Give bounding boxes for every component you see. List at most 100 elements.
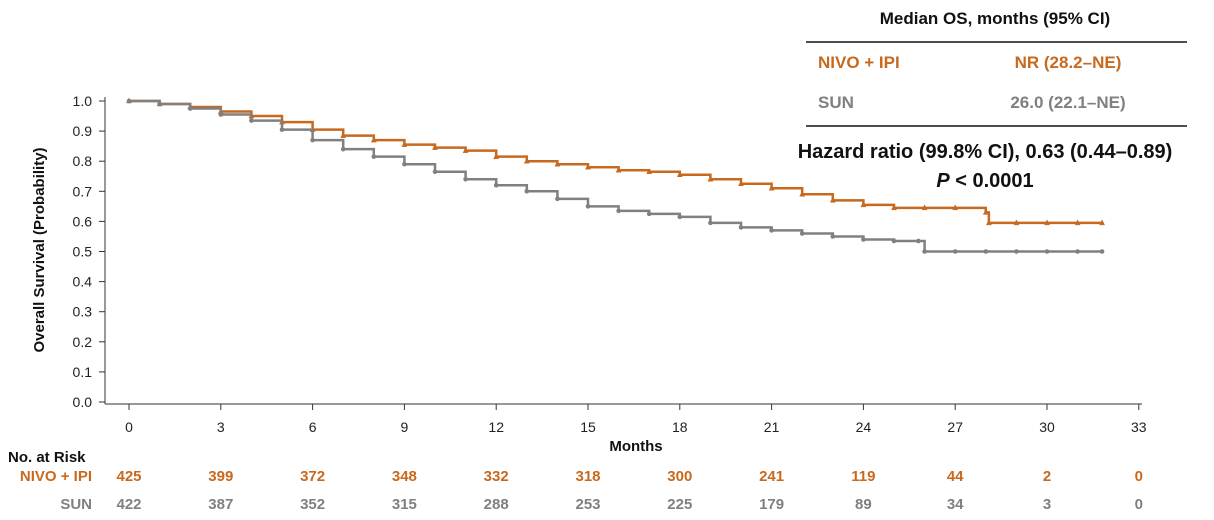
censor-mark-nivo-ipi — [768, 184, 775, 191]
censor-mark-sun — [1075, 249, 1080, 254]
x-tick-label: 6 — [309, 419, 317, 435]
risk-number-nivo-ipi: 332 — [484, 468, 509, 485]
censor-mark-sun — [126, 98, 132, 104]
censor-mark-sun — [1099, 249, 1105, 254]
x-tick-label: 9 — [401, 419, 409, 435]
censor-mark-sun — [371, 154, 377, 159]
censor-mark-nivo-ipi — [1099, 219, 1105, 226]
risk-number-nivo-ipi: 2 — [1043, 468, 1051, 485]
censor-mark-nivo-ipi — [676, 171, 683, 177]
censor-mark-nivo-ipi — [891, 204, 897, 211]
x-tick-label: 15 — [580, 419, 596, 435]
censor-mark-sun — [585, 204, 591, 209]
risk-number-sun: 225 — [667, 496, 692, 513]
y-tick-label: 0.0 — [73, 394, 93, 410]
censor-mark-nivo-ipi — [921, 204, 928, 211]
censor-mark-nivo-ipi — [952, 204, 959, 211]
risk-numbers: 425 399 372 348 332 318 300 241 119 44 2 0 422 387 352… — [116, 468, 1142, 513]
censor-mark-sun — [1014, 249, 1019, 254]
risk-table-title: No. at Risk — [8, 449, 86, 466]
risk-number-sun: 3 — [1043, 496, 1051, 513]
y-tick-label: 0.7 — [73, 183, 93, 199]
censor-mark-nivo-ipi — [615, 166, 622, 173]
censor-mark-nivo-ipi — [860, 201, 867, 208]
censor-mark-nivo-ipi — [432, 144, 438, 150]
censor-mark-sun — [922, 249, 927, 254]
censor-mark-nivo-ipi — [554, 160, 561, 167]
censor-mark-nivo-ipi — [646, 168, 653, 174]
censor-mark-sun — [187, 106, 193, 111]
censor-mark-sun — [524, 189, 530, 194]
p-symbol: P — [936, 170, 950, 192]
y-tick-label: 0.3 — [73, 304, 93, 320]
y-tick-label: 0.9 — [73, 123, 93, 139]
risk-number-sun: 315 — [392, 496, 417, 513]
censor-mark-sun — [769, 228, 774, 233]
censor-mark-nivo-ipi — [1044, 219, 1050, 226]
legend-table: Median OS, months (95% CI) NIVO + IPI NR… — [806, 9, 1187, 127]
legend-value-nivo-ipi: NR (28.2–NE) — [1015, 53, 1122, 72]
censor-mark-nivo-ipi — [585, 163, 591, 170]
censor-mark-nivo-ipi — [401, 141, 408, 147]
censor-mark-nivo-ipi — [340, 132, 347, 138]
x-axis-title: Months — [609, 438, 662, 455]
censor-mark-nivo-ipi — [462, 147, 469, 153]
censor-mark-sun — [916, 238, 921, 244]
censor-mark-sun — [279, 127, 285, 132]
y-tick-label: 0.5 — [73, 244, 93, 260]
censor-mark-sun — [432, 169, 438, 175]
risk-number-nivo-ipi: 372 — [300, 468, 325, 485]
y-tick-label: 1.0 — [73, 93, 93, 109]
risk-number-nivo-ipi: 348 — [392, 468, 417, 485]
x-tick-label: 12 — [488, 419, 504, 435]
censor-mark-sun — [799, 231, 805, 236]
censor-mark-nivo-ipi — [707, 175, 714, 182]
censor-mark-nivo-ipi — [799, 190, 806, 197]
risk-number-nivo-ipi: 44 — [947, 468, 964, 485]
p-value: < 0.0001 — [950, 170, 1034, 192]
legend-value-sun: 26.0 (22.1–NE) — [1010, 93, 1125, 112]
y-tick-label: 0.4 — [73, 274, 93, 290]
risk-number-nivo-ipi: 425 — [116, 468, 141, 485]
censor-mark-nivo-ipi — [1074, 219, 1081, 226]
y-tick-label: 0.8 — [73, 153, 93, 169]
series-layer — [126, 97, 1105, 254]
x-tick-label: 27 — [947, 419, 963, 435]
censor-mark-sun — [952, 249, 958, 254]
censor-mark-nivo-ipi — [523, 157, 530, 164]
risk-number-nivo-ipi: 119 — [851, 468, 875, 485]
censor-mark-sun — [830, 234, 836, 239]
censor-mark-sun — [861, 237, 866, 242]
risk-number-nivo-ipi: 0 — [1135, 468, 1143, 485]
censor-mark-sun — [340, 146, 346, 152]
censor-mark-nivo-ipi — [370, 136, 377, 143]
censor-mark-sun — [555, 196, 560, 202]
censor-mark-sun — [402, 161, 407, 167]
risk-number-sun: 387 — [208, 496, 233, 513]
x-tick-label: 30 — [1039, 419, 1055, 435]
censor-mark-sun — [891, 238, 897, 244]
censor-mark-sun — [983, 249, 989, 254]
p-value-text: P < 0.0001 — [936, 170, 1033, 192]
risk-label-sun: SUN — [60, 496, 92, 513]
censor-mark-sun — [218, 112, 224, 117]
censor-mark-nivo-ipi — [1013, 219, 1020, 226]
y-tick-label: 0.1 — [73, 364, 93, 380]
risk-number-nivo-ipi: 318 — [575, 468, 600, 485]
legend-label-sun: SUN — [818, 93, 854, 112]
risk-number-sun: 0 — [1135, 496, 1143, 513]
y-axis-title: Overall Survival (Probability) — [31, 147, 48, 352]
censor-mark-nivo-ipi — [982, 208, 989, 215]
x-tick-label: 24 — [856, 419, 872, 435]
y-tick-label: 0.2 — [73, 334, 93, 350]
censor-mark-sun — [249, 118, 254, 123]
censor-mark-sun — [157, 101, 162, 107]
hazard-ratio-text: Hazard ratio (99.8% CI), 0.63 (0.44–0.89… — [798, 141, 1173, 163]
censor-mark-sun — [493, 182, 499, 188]
risk-table: No. at Risk NIVO + IPI SUN 425 399 372 348 3… — [8, 449, 1143, 513]
risk-number-nivo-ipi: 241 — [759, 468, 784, 485]
x-tick-label: 3 — [217, 419, 225, 435]
censor-mark-nivo-ipi — [829, 196, 836, 203]
x-tick-label: 0 — [125, 419, 133, 435]
